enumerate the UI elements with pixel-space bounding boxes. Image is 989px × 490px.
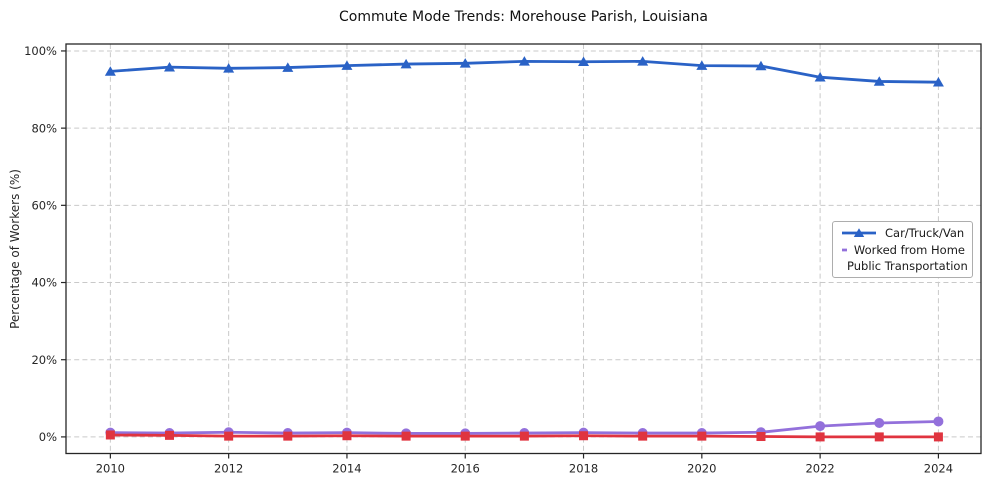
data-point-worked-from-home	[815, 421, 826, 432]
data-point-car-truck-van	[755, 60, 767, 71]
x-tick-label: 2016	[451, 462, 480, 476]
x-tick-label: 2010	[96, 462, 125, 476]
data-point-public-transportation	[638, 431, 648, 441]
legend-item: Public Transportation	[840, 258, 968, 273]
data-point-public-transportation	[579, 431, 589, 441]
data-point-car-truck-van	[518, 56, 530, 66]
data-point-car-truck-van	[341, 60, 353, 70]
y-tick-label: 80%	[31, 121, 57, 135]
data-point-public-transportation	[697, 431, 707, 441]
data-point-public-transportation	[874, 432, 884, 442]
y-tick-label: 20%	[31, 353, 57, 367]
data-point-public-transportation	[933, 432, 943, 442]
data-point-worked-from-home	[933, 416, 944, 427]
data-point-public-transportation	[756, 432, 766, 442]
data-point-public-transportation	[342, 431, 352, 441]
data-point-car-truck-van	[637, 56, 649, 66]
chart-title: Commute Mode Trends: Morehouse Parish, L…	[339, 9, 708, 25]
legend-item-label: Public Transportation	[847, 258, 968, 273]
data-point-car-truck-van	[578, 56, 590, 67]
data-point-worked-from-home	[874, 418, 885, 429]
data-point-public-transportation	[519, 431, 529, 441]
data-point-car-truck-van	[932, 77, 944, 87]
x-tick-label: 2020	[687, 462, 716, 476]
data-point-public-transportation	[165, 430, 175, 440]
data-point-public-transportation	[224, 431, 234, 441]
y-tick-label: 100%	[24, 44, 57, 58]
data-point-car-truck-van	[223, 63, 235, 73]
y-tick-label: 60%	[31, 199, 57, 213]
data-point-public-transportation	[460, 431, 470, 441]
data-point-public-transportation	[283, 431, 293, 441]
legend: Car/Truck/Van Worked from Home Public Tran…	[832, 221, 973, 278]
data-point-car-truck-van	[873, 76, 885, 86]
data-point-car-truck-van	[400, 58, 412, 69]
legend-item: Worked from Home	[840, 243, 965, 257]
data-point-car-truck-van	[104, 66, 116, 76]
x-tick-label: 2018	[569, 462, 598, 476]
legend-triangle-icon	[842, 228, 876, 238]
x-tick-label: 2014	[332, 462, 361, 476]
x-tick-label: 2022	[805, 462, 834, 476]
x-tick-label: 2012	[214, 462, 243, 476]
legend-item-label: Worked from Home	[853, 242, 965, 257]
data-point-car-truck-van	[696, 60, 708, 70]
legend-circle-icon	[842, 248, 847, 251]
legend-item: Car/Truck/Van	[840, 226, 965, 240]
data-point-public-transportation	[401, 431, 411, 441]
data-point-car-truck-van	[164, 61, 176, 72]
data-point-car-truck-van	[282, 62, 294, 72]
x-tick-label: 2024	[924, 462, 953, 476]
data-point-public-transportation	[105, 430, 115, 440]
data-point-public-transportation	[815, 432, 825, 442]
y-tick-label: 40%	[31, 276, 57, 290]
plot-border	[65, 43, 982, 455]
legend-item-label: Car/Truck/Van	[885, 226, 965, 241]
y-tick-label: 0%	[39, 430, 57, 444]
data-point-car-truck-van	[459, 58, 471, 68]
data-point-car-truck-van	[814, 71, 826, 82]
